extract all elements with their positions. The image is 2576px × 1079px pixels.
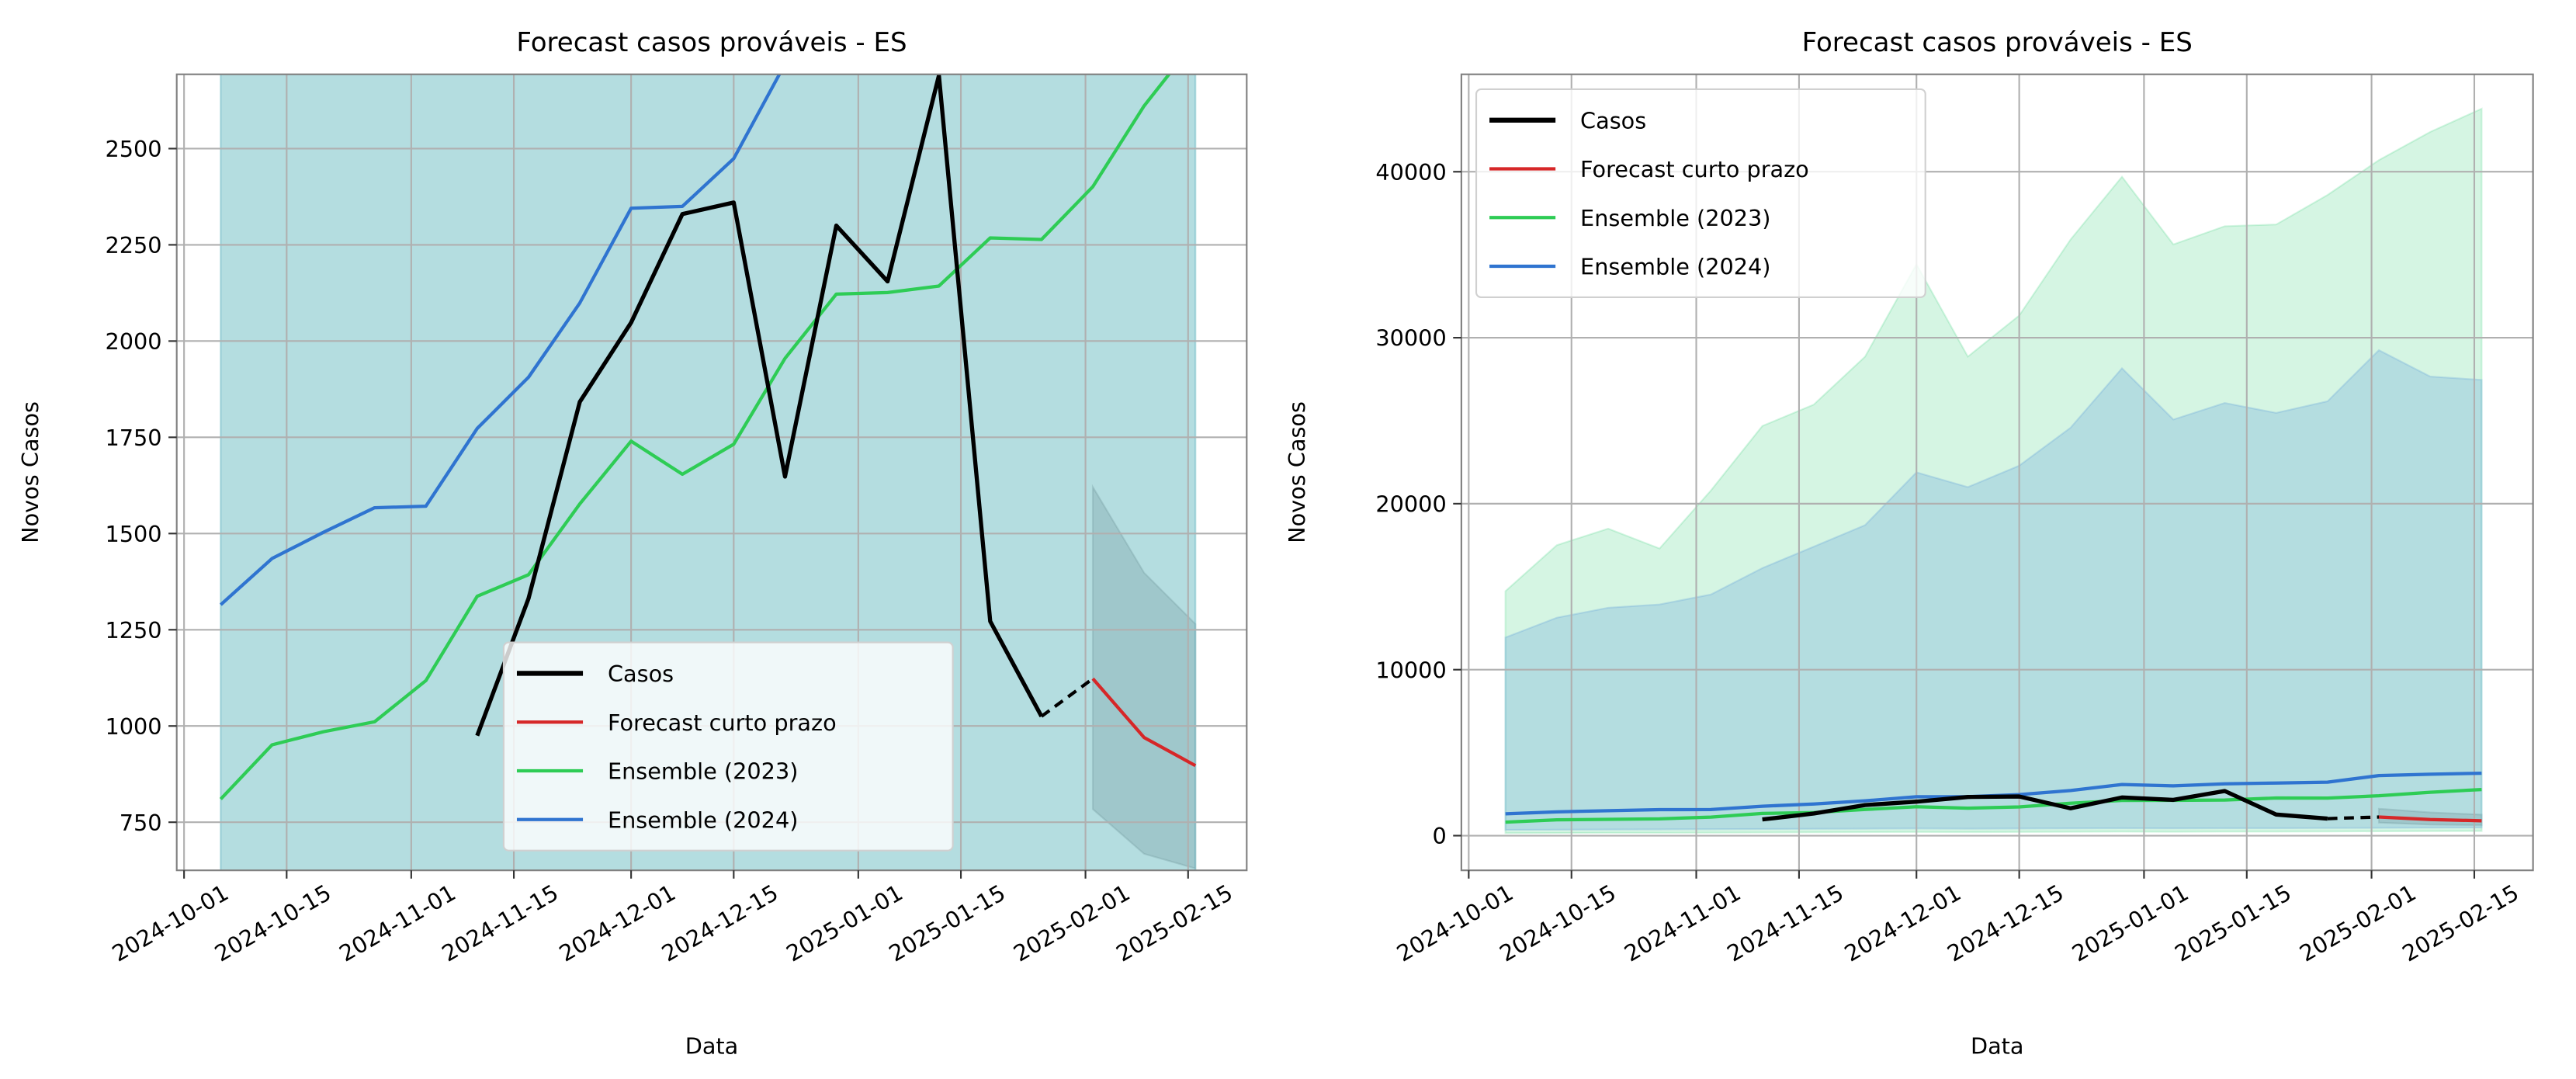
axes-frame [1460, 73, 2534, 872]
y-tick-label: 1250 [105, 617, 161, 644]
confidence-band [1504, 349, 2483, 831]
forecast-link [1040, 677, 1094, 718]
forecast-link [2327, 815, 2380, 821]
y-tick-label: 20000 [1375, 491, 1446, 518]
legend-label: Casos [608, 661, 674, 687]
legend-label: Casos [1580, 107, 1646, 134]
legend-box [502, 641, 954, 852]
legend-label: Ensemble (2024) [1580, 254, 1770, 280]
series-line [1091, 677, 1197, 768]
series-line [1762, 789, 2328, 822]
legend-label: Forecast curto prazo [1580, 156, 1809, 182]
legend-label: Forecast curto prazo [608, 710, 837, 736]
series-line [219, 74, 782, 606]
legend-box [1475, 88, 1926, 299]
series-line [2378, 815, 2482, 823]
chart-title: Forecast casos prováveis - ES [1802, 27, 2193, 58]
confidence-band [1504, 107, 2483, 834]
y-tick-label: 1500 [105, 521, 161, 547]
legend-label: Ensemble (2023) [1580, 205, 1770, 231]
y-tick-label: 750 [120, 810, 162, 836]
y-tick-label: 10000 [1375, 657, 1446, 683]
axes-frame [175, 73, 1248, 872]
legend-label: Ensemble (2024) [608, 807, 798, 833]
y-tick-label: 1000 [105, 713, 161, 740]
legend-label: Ensemble (2023) [608, 758, 798, 785]
confidence-band [1091, 484, 1197, 870]
legend: Casos Forecast curto prazo Ensemble (2023)… [502, 641, 954, 852]
y-tick-label: 2500 [105, 136, 161, 162]
y-axis-label: Novos Casos [17, 401, 43, 543]
series-line [219, 74, 1171, 800]
y-axis-label: Novos Casos [1284, 401, 1310, 543]
y-tick-label: 0 [1432, 823, 1446, 849]
series-line [1505, 787, 2482, 824]
x-axis-label: Data [1971, 1032, 2024, 1059]
y-tick-label: 30000 [1375, 325, 1446, 352]
chart-title: Forecast casos prováveis - ES [516, 27, 907, 58]
y-tick-label: 2000 [105, 328, 161, 355]
series-line [475, 74, 1044, 737]
plot-area [1504, 107, 2483, 834]
y-tick-label: 1750 [105, 425, 161, 451]
y-tick-label: 40000 [1375, 159, 1446, 186]
y-tick-label: 2250 [105, 232, 161, 258]
legend: Casos Forecast curto prazo Ensemble (2023)… [1475, 88, 1926, 299]
x-axis-label: Data [685, 1032, 739, 1059]
